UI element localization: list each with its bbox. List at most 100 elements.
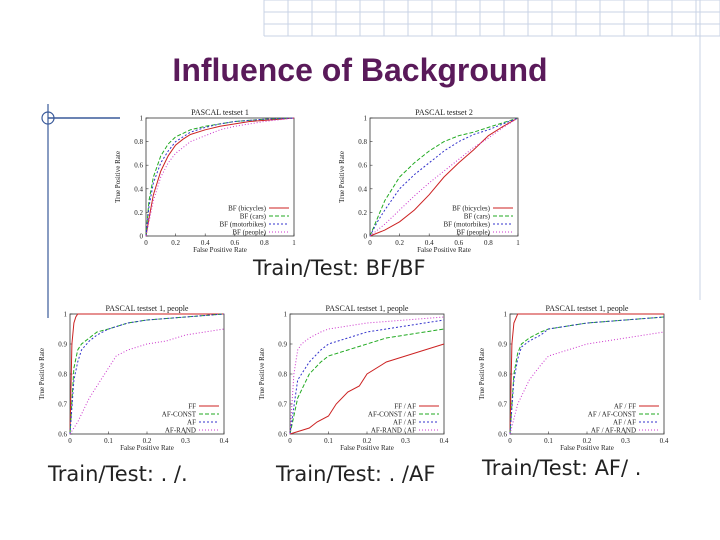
y-tick-label: 0.6 <box>58 431 67 439</box>
x-tick-label: 0.4 <box>220 437 229 445</box>
y-tick-label: 1 <box>284 311 288 319</box>
x-tick-label: 1 <box>516 239 520 247</box>
series-line <box>289 328 445 435</box>
y-axis-label: True Positive Rate <box>258 348 266 400</box>
x-tick-label: 0 <box>144 239 148 247</box>
chart-svg: PASCAL testset 1, people 0 0.1 0.2 0.3 0.4 0.6… <box>258 304 449 452</box>
x-tick-label: 0.2 <box>395 239 404 247</box>
legend-label: AF / AF-CONST <box>588 411 637 419</box>
y-tick-label: 0.8 <box>498 371 507 379</box>
x-tick-label: 0.8 <box>484 239 493 247</box>
legend-label: AF-RAND <box>165 427 196 435</box>
legend-label: BF (bicycles) <box>452 205 491 213</box>
y-tick-label: 0.6 <box>498 431 507 439</box>
roc-chart-people-middle: PASCAL testset 1, people 0 0.1 0.2 0.3 0.4 0.6… <box>256 300 452 452</box>
x-tick-label: 0 <box>508 437 512 445</box>
legend-label: AF / AF <box>613 419 636 427</box>
x-tick-label: 0.6 <box>230 239 239 247</box>
chart-title: PASCAL testset 1, people <box>326 304 409 313</box>
y-tick-label: 0.9 <box>58 341 67 349</box>
x-tick-label: 0.4 <box>425 239 434 247</box>
legend-label: FF <box>188 403 196 411</box>
y-axis-label: True Positive Rate <box>114 151 122 203</box>
chart-svg: PASCAL testset 2 0 0.2 0.4 0.6 0.8 1 0 0.2 0.4 0.6… <box>338 108 520 254</box>
legend-label: FF / AF <box>394 403 416 411</box>
chart-title: PASCAL testset 1, people <box>546 304 629 313</box>
chart-svg: PASCAL testset 1, people 0 0.1 0.2 0.3 0.4 0.6… <box>38 304 229 452</box>
y-tick-label: 1 <box>504 311 508 319</box>
x-axis-label: False Positive Rate <box>417 246 471 254</box>
caption-middle: Train/Test: . /AF <box>276 462 436 486</box>
plot-frame <box>509 313 665 435</box>
y-axis-label: True Positive Rate <box>338 151 346 203</box>
x-tick-label: 0 <box>68 437 72 445</box>
y-tick-label: 0.9 <box>278 341 287 349</box>
plot-frame <box>69 313 225 435</box>
series-line <box>509 316 665 435</box>
legend-label: AF-CONST <box>162 411 197 419</box>
x-tick-label: 0.1 <box>104 437 113 445</box>
y-tick-label: 0.2 <box>134 209 143 217</box>
slide-title: Influence of Background <box>172 52 548 88</box>
y-tick-label: 1 <box>364 115 368 123</box>
accent-circle-icon <box>41 111 55 125</box>
roc-chart-people-right: PASCAL testset 1, people 0 0.1 0.2 0.3 0.4 0.6… <box>476 300 672 452</box>
chart-svg: PASCAL testset 1, people 0 0.1 0.2 0.3 0.4 0.6… <box>478 304 669 452</box>
x-tick-label: 0 <box>288 437 292 445</box>
y-tick-label: 0.6 <box>134 162 143 170</box>
x-tick-label: 0.1 <box>324 437 333 445</box>
y-tick-label: 0.8 <box>278 371 287 379</box>
y-tick-label: 0 <box>140 233 144 241</box>
x-tick-label: 0 <box>368 239 372 247</box>
series-line <box>289 316 445 435</box>
legend-label: AF / AF-RAND <box>591 427 636 435</box>
series-line <box>69 313 224 435</box>
x-tick-label: 1 <box>292 239 296 247</box>
y-tick-label: 0.8 <box>134 138 143 146</box>
legend-label: AF-RAND / AF <box>371 427 416 435</box>
series-line <box>369 117 519 237</box>
roc-chart-testset-2: PASCAL testset 2 0 0.2 0.4 0.6 0.8 1 0 0.2 0.4 0.6… <box>336 104 526 254</box>
legend-label: AF / AF <box>393 419 416 427</box>
series-line <box>145 117 295 237</box>
legend-label: AF <box>187 419 196 427</box>
y-tick-label: 0.8 <box>58 371 67 379</box>
x-axis-label: False Positive Rate <box>560 444 614 452</box>
y-tick-label: 0.8 <box>358 138 367 146</box>
x-tick-label: 0.4 <box>660 437 669 445</box>
y-tick-label: 1 <box>64 311 68 319</box>
x-tick-label: 0.3 <box>401 437 410 445</box>
x-tick-label: 0.2 <box>143 437 152 445</box>
series-line <box>69 313 225 435</box>
series-line <box>69 328 225 435</box>
x-tick-label: 0.3 <box>621 437 630 445</box>
x-axis-label: False Positive Rate <box>193 246 247 254</box>
legend-label: BF (people) <box>232 229 266 237</box>
y-axis-label: True Positive Rate <box>38 348 46 400</box>
chart-title: PASCAL testset 1 <box>191 108 249 117</box>
series-line <box>509 313 664 435</box>
x-tick-label: 0.8 <box>260 239 269 247</box>
legend-label: BF (motorbikes) <box>444 221 491 229</box>
y-tick-label: 0.6 <box>358 162 367 170</box>
legend-label: AF-CONST / AF <box>368 411 416 419</box>
x-tick-label: 0.4 <box>201 239 210 247</box>
legend-label: BF (bicycles) <box>228 205 267 213</box>
roc-chart-testset-1: PASCAL testset 1 0 0.2 0.4 0.6 0.8 1 0 0.2 0.4 0.6… <box>112 104 302 254</box>
caption-right: Train/Test: AF/ . <box>482 456 642 480</box>
plot-frame <box>145 117 295 237</box>
series-line <box>289 343 445 435</box>
y-tick-label: 0.4 <box>358 185 367 193</box>
y-tick-label: 0.7 <box>58 401 67 409</box>
x-tick-label: 0.1 <box>544 437 553 445</box>
legend-label: AF / FF <box>614 403 636 411</box>
y-tick-label: 0.6 <box>278 431 287 439</box>
legend-label: BF (cars) <box>240 213 267 221</box>
roc-chart-people-left: PASCAL testset 1, people 0 0.1 0.2 0.3 0.4 0.6… <box>36 300 232 452</box>
x-axis-label: False Positive Rate <box>340 444 394 452</box>
chart-svg: PASCAL testset 1 0 0.2 0.4 0.6 0.8 1 0 0.2 0.4 0.6… <box>114 108 296 254</box>
legend-label: BF (cars) <box>464 213 491 221</box>
y-axis-label: True Positive Rate <box>478 348 486 400</box>
x-tick-label: 0.4 <box>440 437 449 445</box>
